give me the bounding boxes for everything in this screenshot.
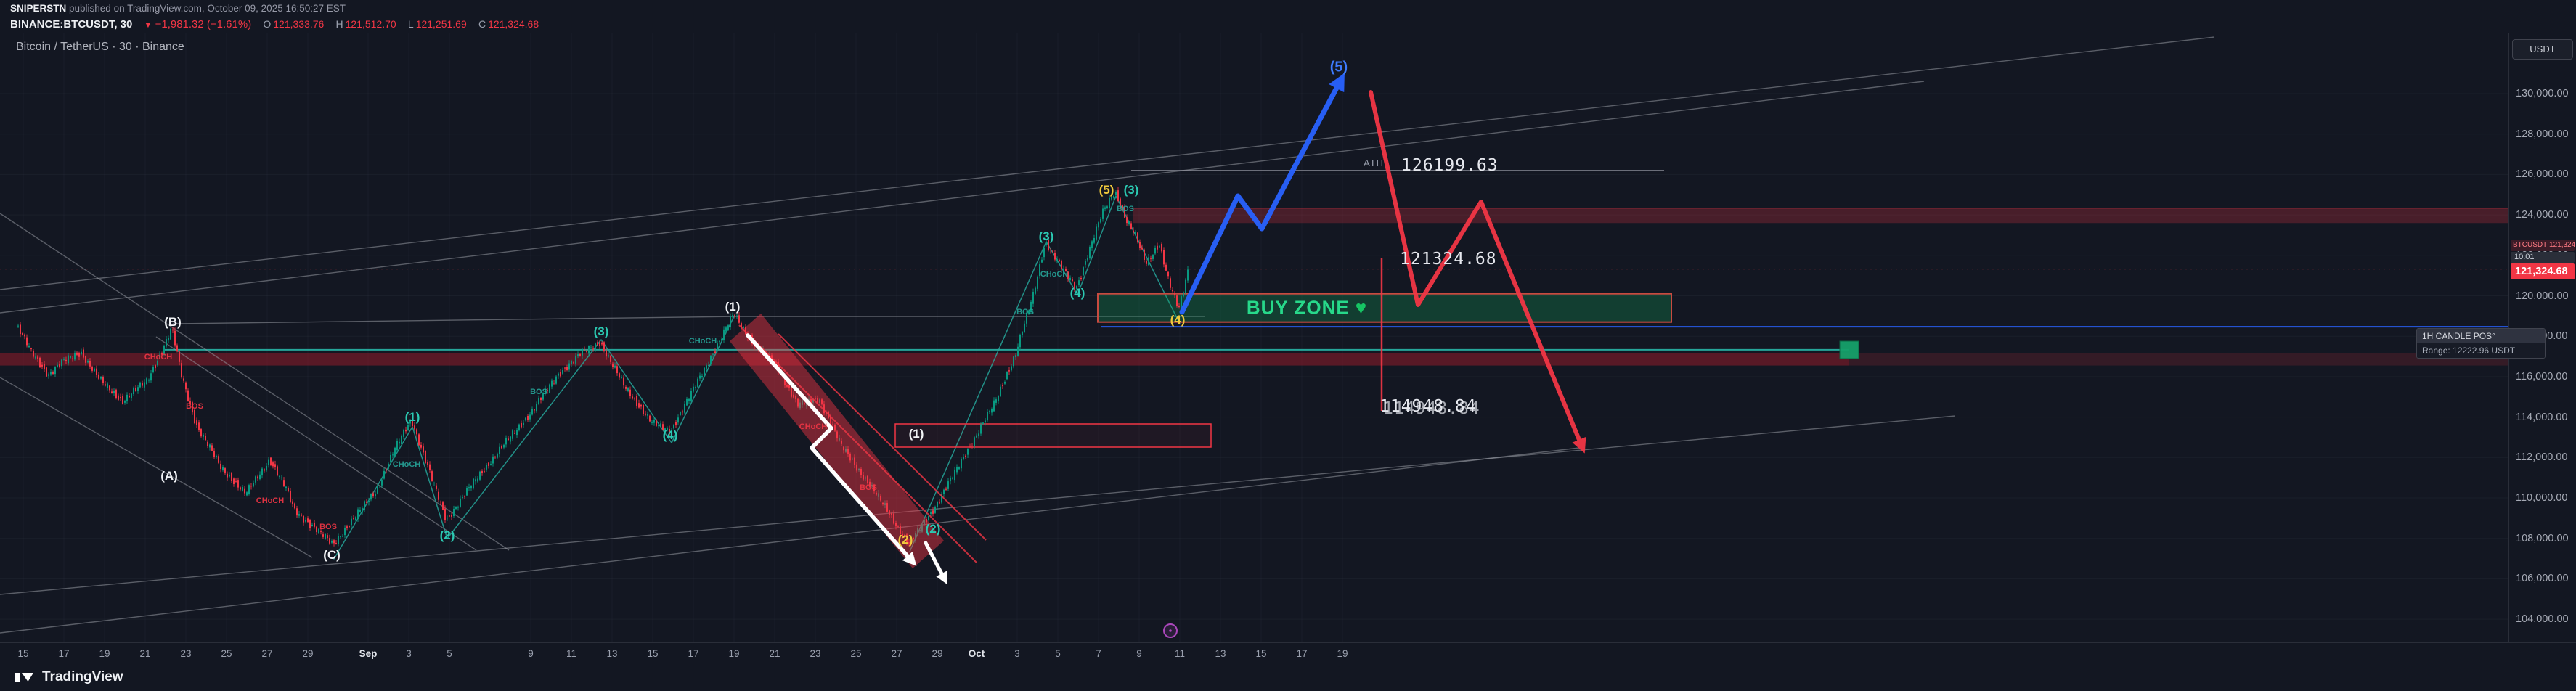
symbol-info-bar: BINANCE:BTCUSDT, 30 ▼ −1,981.32 (−1.61%)… [0, 15, 2576, 33]
last-price-badge: 121,324.68 [2511, 263, 2575, 279]
time-tick[interactable]: 15 [17, 648, 29, 659]
time-tick[interactable]: Oct [968, 648, 985, 659]
time-tick[interactable]: 17 [1296, 648, 1308, 659]
time-tick[interactable]: 19 [728, 648, 740, 659]
time-tick[interactable]: 11 [1174, 648, 1186, 659]
price-tick: 128,000.00 [2516, 128, 2569, 140]
time-tick[interactable]: 11 [566, 648, 577, 659]
price-tick: 124,000.00 [2516, 209, 2569, 221]
high-label: H [335, 18, 343, 30]
tooltip-title: 1H CANDLE POS° [2417, 329, 2545, 343]
time-tick[interactable]: 17 [58, 648, 70, 659]
time-tick[interactable]: 23 [180, 648, 192, 659]
high-value: 121,512.70 [345, 18, 396, 30]
time-tick[interactable]: 27 [891, 648, 902, 659]
time-tick[interactable]: 19 [99, 648, 110, 659]
bottom-bar: TradingView [0, 664, 2576, 691]
time-tick[interactable]: 9 [528, 648, 534, 659]
price-change: ▼ −1,981.32 (−1.61%) [144, 18, 252, 30]
time-tick[interactable]: 15 [1255, 648, 1267, 659]
price-chart-canvas[interactable] [0, 33, 2508, 642]
candle-range-tooltip: 1H CANDLE POS° Range: 12222.96 USDT [2416, 328, 2546, 359]
symbol-name[interactable]: BINANCE:BTCUSDT, 30 [10, 18, 133, 30]
publication-bar: SNIPERSTN published on TradingView.com, … [0, 0, 2576, 16]
low-value: 121,251.69 [415, 18, 467, 30]
change-value: −1,981.32 (−1.61%) [155, 18, 252, 30]
price-tick: 112,000.00 [2516, 451, 2568, 464]
price-tick: 126,000.00 [2516, 168, 2569, 181]
tooltip-range: Range: 12222.96 USDT [2417, 343, 2545, 358]
time-tick[interactable]: 9 [1136, 648, 1142, 659]
time-tick[interactable]: 3 [406, 648, 412, 659]
time-tick[interactable]: 29 [932, 648, 943, 659]
down-arrow-icon: ▼ [144, 21, 152, 30]
tradingview-logo-icon [15, 673, 33, 682]
price-tick: 106,000.00 [2516, 573, 2569, 585]
time-tick[interactable]: Sep [359, 648, 378, 659]
time-tick[interactable]: 3 [1014, 648, 1020, 659]
currency-toggle-button[interactable]: USDT [2512, 39, 2573, 60]
price-tick: 110,000.00 [2516, 492, 2568, 504]
chart-area[interactable]: Bitcoin / TetherUS · 30 · Binance (B) (A)… [0, 33, 2508, 642]
time-tick[interactable]: 29 [302, 648, 314, 659]
time-axis[interactable]: 15 17 19 21 23 25 27 29 Sep 3 5 9 11 13 15 17 19 21 23 25 27… [0, 642, 2576, 664]
time-tick[interactable]: 13 [1215, 648, 1226, 659]
price-tick: 104,000.00 [2516, 613, 2569, 626]
time-tick[interactable]: 17 [688, 648, 699, 659]
time-tick[interactable]: 7 [1096, 648, 1101, 659]
time-tick[interactable]: 5 [1055, 648, 1061, 659]
tradingview-logo-text: TradingView [42, 669, 123, 684]
price-tick: 108,000.00 [2516, 532, 2569, 544]
price-tick: 114,000.00 [2516, 411, 2568, 423]
symbol-price-label-price: 121,324.68 [2549, 241, 2575, 249]
author-name: SNIPERSTN [10, 3, 67, 14]
time-tick[interactable]: 23 [810, 648, 821, 659]
symbol-price-label-symbol: BTCUSDT [2513, 241, 2548, 249]
time-tick[interactable]: 5 [447, 648, 452, 659]
time-tick[interactable]: 19 [1337, 648, 1348, 659]
time-tick[interactable]: 15 [647, 648, 659, 659]
time-tick[interactable]: 13 [606, 648, 618, 659]
ohlc-readout: O 121,333.76 H 121,512.70 L 121,251.69 C 121… [254, 18, 539, 30]
tradingview-logo[interactable]: TradingView [15, 669, 123, 685]
time-tick[interactable]: 21 [139, 648, 151, 659]
price-tick: 130,000.00 [2516, 88, 2569, 99]
open-value: 121,333.76 [273, 18, 325, 30]
close-value: 121,324.68 [488, 18, 539, 30]
symbol-price-label: BTCUSDT 121,324.68 [2511, 240, 2575, 251]
low-label: L [407, 18, 414, 30]
time-tick[interactable]: 27 [261, 648, 273, 659]
open-label: O [263, 18, 272, 30]
publication-text: published on TradingView.com, October 09… [66, 3, 346, 14]
event-icon [1163, 623, 1178, 638]
price-tick: 120,000.00 [2516, 290, 2569, 302]
close-label: C [478, 18, 486, 30]
bar-close-countdown: 10:01 [2511, 252, 2575, 263]
chart-legend[interactable]: Bitcoin / TetherUS · 30 · Binance [16, 41, 184, 53]
time-tick[interactable]: 25 [221, 648, 232, 659]
price-tick: 116,000.00 [2516, 370, 2568, 383]
time-tick[interactable]: 21 [769, 648, 780, 659]
time-tick[interactable]: 25 [850, 648, 862, 659]
price-axis[interactable]: USDT 130,000.00 128,000.00 126,000.00 124,0… [2508, 33, 2576, 642]
